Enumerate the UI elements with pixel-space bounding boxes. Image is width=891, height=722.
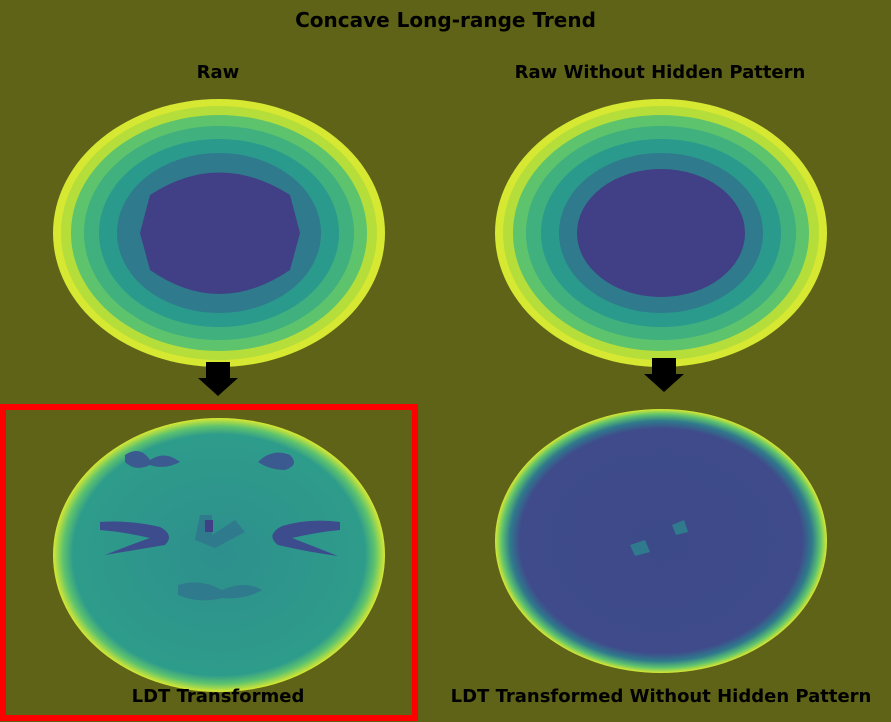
panel-raw-heatmap — [53, 99, 385, 367]
highlight-box — [0, 404, 418, 721]
panel-title-raw-without-hidden: Raw Without Hidden Pattern — [514, 62, 806, 83]
panel-ldt-without-hidden-heatmap — [495, 409, 827, 673]
panel-title-raw: Raw — [196, 62, 240, 83]
figure-title: Concave Long-range Trend — [295, 8, 596, 32]
panel-ldt-transformed-heatmap — [53, 418, 385, 692]
panel-raw-without-hidden-heatmap — [495, 99, 827, 367]
arrow-down-left — [198, 362, 238, 396]
panel-title-ldt-without-hidden: LDT Transformed Without Hidden Pattern — [450, 686, 872, 707]
panel-title-ldt-transformed: LDT Transformed — [131, 686, 305, 707]
arrow-down-right — [644, 358, 684, 392]
